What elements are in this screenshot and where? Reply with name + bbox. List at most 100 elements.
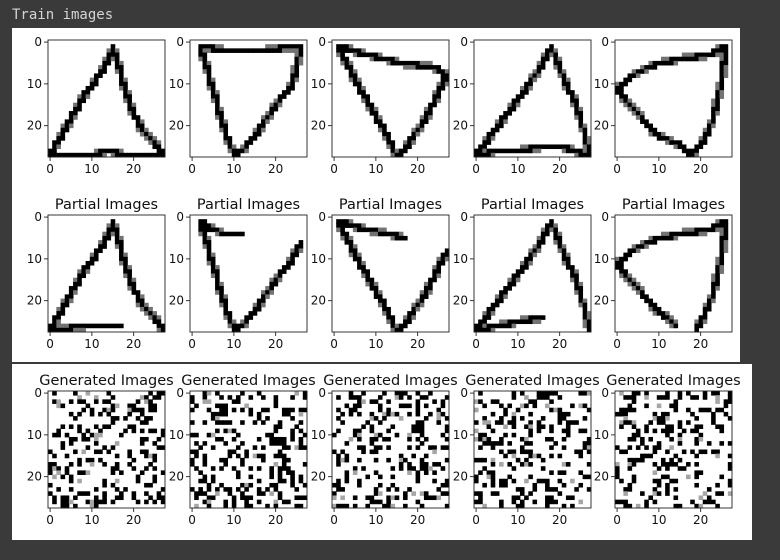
image-pixel [340,411,345,417]
image-pixel [77,491,82,496]
image-pixel [557,60,563,66]
image-pixel [114,223,120,228]
image-pixel [81,323,87,329]
image-pixel [706,495,712,501]
image-pixel [499,416,504,421]
image-pixel [474,327,479,333]
image-pixel [503,286,508,291]
image-pixel [240,391,245,396]
image-pixel [286,457,291,463]
x-tick-label: 10 [368,162,383,176]
image-pixel [252,420,258,425]
image-pixel [528,260,533,266]
image-pixel [673,56,679,62]
image-pixel [152,466,158,471]
image-pixel [419,466,425,471]
image-pixel [298,420,304,425]
image-pixel [160,495,166,501]
x-tick-label: 10 [651,513,666,527]
image-pixel [102,407,107,413]
image-pixel [482,457,487,463]
image-pixel [244,140,249,145]
image-pixel [206,60,212,66]
image-pixel [582,306,588,312]
image-pixel [273,395,279,400]
image-pixel [60,499,66,505]
image-pixel [68,298,74,304]
image-pixel [382,302,387,308]
image-pixel [261,457,266,463]
image-pixel [365,106,371,112]
image-pixel [261,115,266,120]
image-pixel [711,420,716,425]
image-pixel [574,290,579,295]
image-pixel [215,98,220,104]
image-pixel [286,499,291,505]
image-pixel [210,77,216,83]
image-pixel [340,449,345,455]
image-pixel [436,94,442,99]
image-pixel [715,94,720,99]
image-pixel [428,115,433,120]
image-pixel [135,416,141,421]
image-pixel [81,407,87,413]
image-pixel [93,436,99,442]
image-pixel [673,407,679,413]
image-pixel [640,294,645,299]
image-pixel [415,403,421,409]
image-pixel [440,256,446,262]
image-pixel [478,445,483,450]
image-pixel [114,495,120,501]
image-pixel [52,315,57,320]
image-pixel [490,478,496,484]
image-pixel [273,106,279,112]
image-pixel [586,323,592,329]
image-pixel [219,48,224,53]
image-pixel [68,499,74,505]
image-pixel [536,420,542,425]
image-pixel [194,432,199,438]
image-pixel [52,453,57,459]
image-pixel [369,227,375,233]
image-pixel [565,81,571,87]
image-pixel [511,416,517,421]
image-pixel [52,327,57,333]
image-pixel [210,466,216,471]
image-pixel [619,449,624,455]
image-pixel [390,140,396,145]
image-pixel [503,323,508,329]
image-pixel [89,77,95,83]
image-pixel [561,470,567,475]
image-pixel [553,499,558,505]
image-pixel [231,407,237,413]
x-tick-label: 0 [188,337,196,351]
image-pixel [490,152,496,158]
image-pixel [549,48,554,53]
image-pixel [281,478,287,484]
image-pixel [286,256,291,262]
image-pixel [48,449,53,455]
image-pixel [135,119,141,124]
image-pixel [369,111,375,116]
y-tick-label: 20 [27,294,42,308]
image-pixel [227,311,233,316]
image-pixel [123,273,128,279]
image-pixel [219,411,224,417]
image-pixel [474,152,479,158]
image-pixel [210,85,216,91]
image-pixel [248,395,254,400]
image-pixel [235,323,241,329]
image-pixel [357,436,362,442]
image-pixel [344,235,350,241]
image-pixel [135,302,141,308]
image-pixel [77,273,82,279]
image-pixel [357,52,362,58]
image-pixel [102,235,107,241]
image-pixel [152,136,158,141]
image-pixel [615,265,620,270]
image-pixel [81,98,87,104]
image-pixel [694,453,699,459]
image-pixel [215,48,220,53]
image-pixel [73,323,78,329]
